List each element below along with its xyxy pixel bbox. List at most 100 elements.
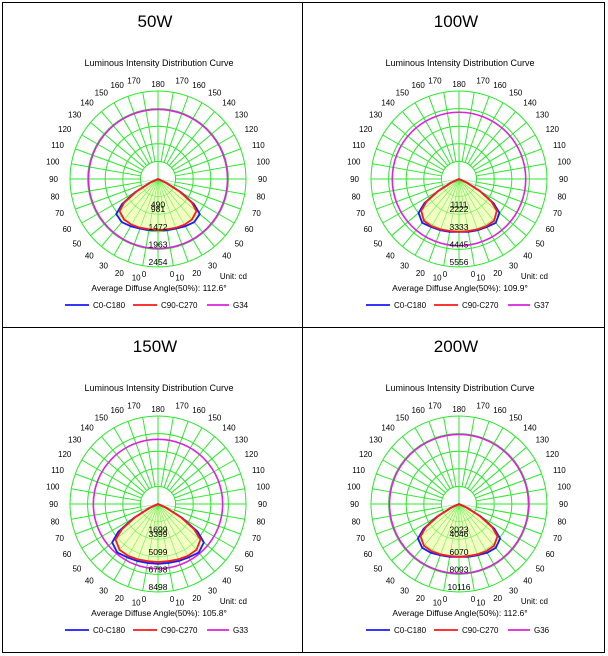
grid-spoke-overlay — [447, 178, 460, 245]
grid-spoke-overlay — [157, 178, 221, 202]
series-curve-c90 — [114, 503, 202, 563]
radial-label: 1111 — [450, 200, 467, 210]
radial-label: 3333 — [450, 222, 469, 232]
legend-label-c0: C0-C180 — [93, 301, 126, 310]
g-curve — [391, 111, 527, 247]
legend-label-c0: C0-C180 — [93, 626, 126, 635]
angle-label: 180 — [452, 405, 466, 414]
angle-label: 0 — [170, 595, 175, 604]
unit-label: Unit: cd — [220, 272, 247, 281]
angle-label: 90 — [49, 175, 58, 184]
angle-label: 170 — [127, 402, 141, 411]
angle-label: 140 — [80, 423, 94, 432]
angle-label: 160 — [110, 406, 124, 415]
angle-label: 70 — [252, 209, 261, 218]
angle-label: 20 — [115, 269, 124, 278]
angle-label: 170 — [127, 77, 141, 86]
angle-label: 110 — [252, 141, 265, 150]
grid-spoke-overlay — [458, 178, 471, 245]
angle-label: 160 — [493, 406, 507, 415]
angle-label: 20 — [493, 594, 502, 603]
angle-label: 10 — [476, 273, 485, 282]
grid-spoke-overlay — [157, 178, 201, 230]
angle-label: 40 — [523, 252, 532, 261]
angle-label: 80 — [51, 517, 60, 526]
angle-label: 180 — [452, 80, 466, 89]
angle-label: 40 — [222, 577, 231, 586]
legend-label-g: G34 — [233, 301, 249, 310]
radial-label: 5556 — [450, 257, 469, 267]
angle-label: 140 — [222, 98, 236, 107]
chart-panel-150w: 150W Luminous Intensity Distribution Curv… — [3, 328, 303, 652]
legend-label-c0: C0-C180 — [394, 626, 427, 635]
radial-label: 490 — [151, 200, 165, 210]
unit-label: Unit: cd — [521, 597, 548, 606]
grid-spoke-overlay — [458, 503, 525, 516]
angle-label: 170 — [175, 402, 189, 411]
angle-label: 100 — [46, 483, 60, 492]
angle-label: 40 — [85, 577, 94, 586]
grid-spoke-overlay — [124, 503, 159, 562]
angle-label: 100 — [347, 158, 361, 167]
grid-ring-overlay — [69, 90, 247, 268]
radial-label: 4445 — [450, 239, 469, 249]
grid-spoke-overlay — [458, 503, 522, 527]
grid-spoke-overlay — [393, 178, 460, 191]
angle-label: 150 — [396, 88, 410, 97]
angle-label: 30 — [400, 587, 409, 596]
angle-label: 60 — [546, 225, 555, 234]
grid-spoke-overlay — [458, 178, 525, 191]
chart-panel-50w: 50W Luminous Intensity Distribution Curve… — [3, 3, 303, 327]
angle-label: 0 — [471, 595, 476, 604]
angle-label: 90 — [258, 500, 267, 509]
grid-spoke-overlay — [157, 503, 221, 527]
angle-label: 30 — [509, 262, 518, 271]
panel-title: 100W — [434, 12, 478, 31]
angle-label: 20 — [493, 269, 502, 278]
radial-label: 8093 — [450, 564, 469, 574]
radial-label: 2454 — [149, 257, 168, 267]
angle-label: 90 — [49, 500, 58, 509]
angle-label: 170 — [476, 402, 490, 411]
angle-label: 40 — [386, 252, 395, 261]
angle-label: 130 — [369, 436, 383, 445]
angle-label: 140 — [381, 98, 395, 107]
angle-label: 110 — [51, 466, 64, 475]
angle-label: 80 — [557, 517, 566, 526]
series-curve-c90 — [118, 178, 198, 231]
radial-label: 1963 — [149, 239, 168, 249]
angle-label: 100 — [46, 158, 60, 167]
angle-label: 150 — [208, 413, 222, 422]
angle-label: 70 — [553, 209, 562, 218]
angle-label: 30 — [99, 587, 108, 596]
chart-panel-200w: 200W Luminous Intensity Distribution Curv… — [304, 328, 604, 652]
angle-label: 80 — [51, 192, 60, 201]
grid-spoke-overlay — [146, 503, 159, 570]
panel-title: 50W — [138, 12, 173, 31]
radial-label: 1472 — [149, 222, 168, 232]
angle-label: 180 — [151, 405, 165, 414]
angle-label: 90 — [258, 175, 267, 184]
grid-spoke-overlay — [458, 178, 522, 202]
angle-label: 20 — [416, 594, 425, 603]
angle-label: 30 — [400, 262, 409, 271]
angle-label: 140 — [222, 423, 236, 432]
angle-label: 90 — [350, 175, 359, 184]
angle-label: 120 — [245, 450, 259, 459]
angle-label: 120 — [359, 125, 373, 134]
angle-label: 30 — [99, 262, 108, 271]
angle-label: 140 — [523, 423, 537, 432]
grid-ring-overlay — [370, 415, 548, 593]
angle-label: 110 — [352, 466, 365, 475]
angle-label: 130 — [235, 436, 249, 445]
angle-label: 160 — [411, 81, 425, 90]
grid-ring-overlay — [370, 90, 548, 268]
angle-label: 20 — [416, 269, 425, 278]
angle-label: 170 — [175, 77, 189, 86]
angle-label: 60 — [363, 225, 372, 234]
angle-label: 50 — [72, 239, 81, 248]
grid-spoke-overlay — [458, 503, 471, 570]
angle-label: 30 — [509, 587, 518, 596]
angle-label: 50 — [235, 564, 244, 573]
angle-label: 110 — [553, 466, 566, 475]
